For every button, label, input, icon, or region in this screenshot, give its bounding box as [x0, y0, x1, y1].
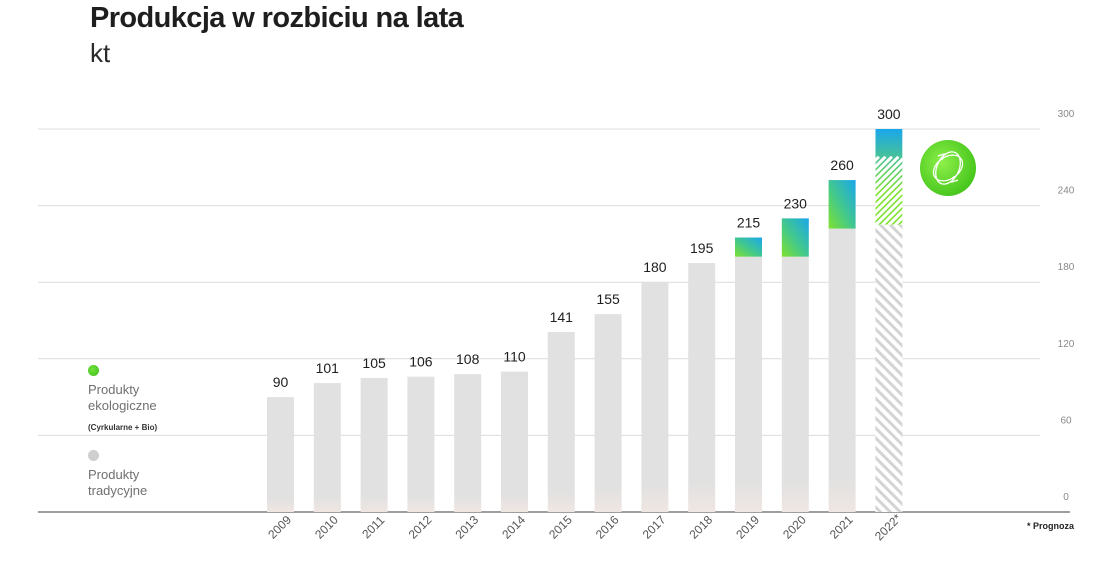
y-tick-label: 60 [1060, 415, 1072, 426]
hatch-stripe [750, 157, 820, 227]
x-tick-label-2014: 2014 [499, 513, 528, 542]
hatch-stripe [978, 157, 1048, 227]
hatch-stripe [875, 163, 903, 195]
hatch-stripe [875, 157, 903, 189]
hatch-stripe [875, 176, 903, 208]
hatch-stripe [757, 157, 827, 227]
recycle-arrow-2 [950, 175, 959, 184]
bar-traditional-2017 [641, 282, 669, 512]
chart-title: Produkcja w rozbiciu na lata [90, 2, 464, 34]
legend-eco: Produkty ekologiczne (Cyrkularne + Bio) [88, 365, 178, 436]
bar-traditional-2012 [407, 376, 435, 512]
recycle-globe-icon [920, 140, 976, 196]
x-tick-label-2016: 2016 [593, 513, 622, 542]
data-label-2016: 155 [596, 291, 620, 307]
data-label-2014: 110 [503, 349, 526, 365]
forecast-footnote: * Prognoza [1026, 521, 1074, 531]
y-tick-label: 240 [1058, 186, 1075, 197]
data-label-2012: 106 [409, 354, 433, 370]
legend-traditional-swatch [88, 450, 99, 461]
bar-traditional-2021 [828, 228, 856, 512]
hatch-stripe [1017, 157, 1087, 227]
x-tick-label-2017: 2017 [640, 513, 669, 542]
data-label-2011: 105 [362, 355, 386, 371]
bar-traditional-2022 [875, 224, 903, 512]
chart-subtitle-unit: kt [90, 38, 111, 68]
bar-traditional-2011 [360, 377, 388, 512]
recycle-arrow-1 [937, 152, 946, 161]
legend-eco-swatch [88, 365, 99, 376]
x-tick-label-2010: 2010 [312, 513, 341, 542]
hatch-stripe [875, 196, 903, 225]
data-label-2009: 90 [273, 374, 289, 390]
legend-traditional: Produkty tradycyjne [88, 450, 178, 499]
hatch-stripe [875, 155, 893, 176]
data-label-2018: 195 [690, 240, 714, 256]
x-tick-label-2012: 2012 [406, 513, 435, 542]
x-tick-label-2013: 2013 [452, 513, 481, 542]
bar-traditional-2014 [501, 371, 528, 512]
hatch-stripe [971, 157, 1041, 227]
bar-eco-2021 [828, 180, 856, 229]
bar-eco-2020 [781, 218, 809, 257]
y-tick-label: 0 [1063, 492, 1069, 503]
data-label-2021: 260 [830, 157, 854, 173]
y-tick-label: 180 [1058, 262, 1075, 273]
data-label-2022: 300 [877, 106, 901, 122]
y-tick-label: 300 [1058, 109, 1075, 120]
x-tick-label-2019: 2019 [733, 513, 762, 542]
bar-traditional-2020 [781, 256, 809, 512]
hatch-stripe [984, 157, 1054, 227]
hatch-stripe [1069, 157, 1110, 227]
hatch-stripe [1043, 157, 1110, 227]
x-tick-label-2021: 2021 [827, 513, 856, 542]
x-tick-label-2015: 2015 [546, 513, 575, 542]
hatch-stripe [875, 189, 903, 221]
bar-traditional-2010 [313, 383, 341, 512]
bar-eco-2019 [735, 237, 762, 257]
hatch-stripe [875, 183, 903, 215]
bar-traditional-2013 [454, 374, 482, 512]
hatch-stripe [875, 170, 903, 202]
data-label-2017: 180 [643, 259, 667, 275]
hatch-stripe [875, 155, 900, 182]
x-tick-label-2009: 2009 [265, 513, 294, 542]
x-tick-label-2018: 2018 [686, 513, 715, 542]
data-label-2020: 230 [784, 195, 808, 211]
data-label-2013: 108 [456, 351, 480, 367]
bar-traditional-2009 [267, 397, 294, 512]
legend-traditional-label: Produkty tradycyjne [88, 467, 148, 498]
y-tick-label: 120 [1058, 339, 1075, 350]
hatch-stripe [991, 157, 1061, 227]
bar-traditional-2016 [594, 314, 622, 512]
bar-traditional-2018 [688, 263, 716, 512]
data-label-2019: 215 [737, 215, 761, 231]
bar-traditional-2019 [735, 256, 762, 512]
data-label-2010: 101 [316, 360, 340, 376]
x-tick-label-2020: 2020 [780, 513, 809, 542]
hatch-stripe [886, 209, 903, 225]
bar-eco-group-2022 [750, 129, 1110, 227]
legend-eco-note: (Cyrkularne + Bio) [88, 423, 158, 432]
recycle-loop-2 [935, 151, 961, 185]
legend-eco-label: Produkty ekologiczne [88, 382, 157, 413]
hatch-stripe [763, 157, 833, 227]
x-tick-label-2022: 2022* [872, 511, 904, 543]
x-tick-label-2011: 2011 [359, 513, 387, 541]
data-label-2015: 141 [550, 309, 574, 325]
recycle-globe-icon-circle [920, 140, 976, 196]
hatch-stripe [880, 202, 903, 225]
bar-traditional-2015 [547, 331, 575, 512]
